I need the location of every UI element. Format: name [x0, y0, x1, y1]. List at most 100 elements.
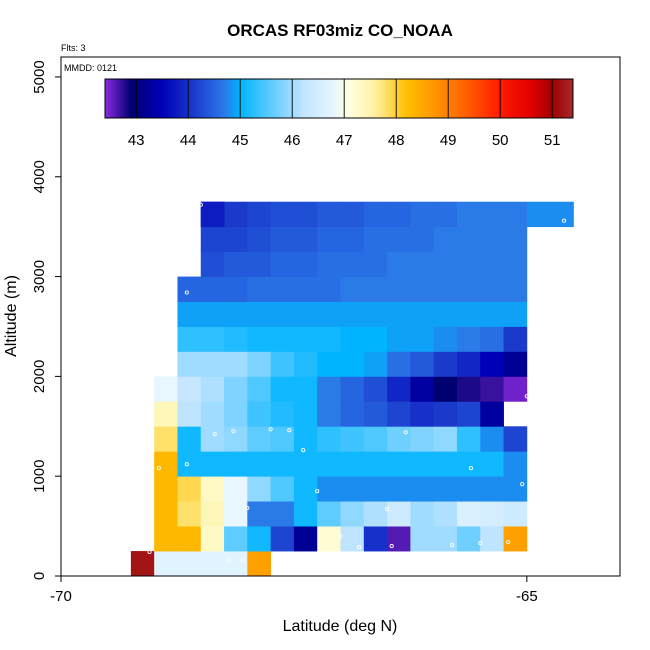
heatmap-cell [200, 501, 225, 527]
heatmap-cell [363, 526, 388, 552]
heatmap-cell [247, 526, 272, 552]
heatmap-cell [363, 426, 388, 452]
heatmap-cell [480, 426, 504, 452]
heatmap-cell [177, 276, 202, 302]
heatmap-cell [224, 226, 248, 253]
colorbar-tick-label: 51 [544, 132, 561, 149]
heatmap-cell [293, 451, 318, 477]
heatmap-cell [433, 426, 458, 452]
heatmap-cell [363, 351, 388, 377]
heatmap-cell [200, 401, 225, 427]
y-tick-label: 0 [31, 572, 48, 580]
heatmap-cell [177, 426, 202, 452]
heatmap-cell [387, 301, 411, 327]
heatmap-cell [177, 476, 202, 502]
heatmap-cell [363, 276, 388, 302]
flights-label: Flts: 3 [61, 43, 86, 53]
sample-point [389, 544, 394, 549]
heatmap-cell [247, 451, 272, 477]
heatmap-cell [154, 476, 178, 502]
heatmap-cell [340, 351, 365, 377]
heatmap-cell [503, 251, 528, 277]
heatmap-cell [200, 301, 225, 327]
heatmap-cell [456, 376, 481, 402]
heatmap-cell [387, 276, 411, 302]
heatmap-cell [526, 201, 551, 228]
heatmap-cell [293, 526, 318, 552]
heatmap-cell [293, 501, 318, 527]
heatmap-cell [340, 301, 365, 327]
heatmap-cell [363, 226, 388, 253]
heatmap-cell [317, 451, 341, 477]
sample-point [147, 549, 152, 555]
heatmap-cell [177, 501, 202, 527]
heatmap-cell [317, 251, 341, 277]
heatmap-cell [480, 226, 504, 253]
heatmap-cell [293, 476, 318, 502]
sample-point [357, 545, 362, 550]
plot-frame [60, 56, 621, 577]
heatmap-cell [317, 426, 341, 452]
heatmap-cell [410, 401, 435, 427]
heatmap-cell [293, 226, 318, 253]
colorbar-tick-label: 49 [440, 132, 457, 149]
colorbar-tick-label: 48 [388, 132, 405, 149]
sample-point [301, 448, 306, 453]
heatmap-cell [270, 301, 295, 327]
heatmap-cell [480, 251, 504, 277]
colorbar-tick-label: 47 [336, 132, 353, 149]
heatmap-cell [317, 201, 341, 228]
heatmap-cell [456, 351, 481, 377]
heatmap-cell [456, 301, 481, 327]
y-axis-label: Altitude (m) [3, 275, 20, 357]
heatmap-cell [224, 351, 248, 377]
heatmap-cell [154, 376, 178, 402]
heatmap-cell [270, 226, 295, 253]
heatmap-cell [387, 201, 411, 228]
heatmap-cell [224, 476, 248, 502]
heatmap-cell [433, 301, 458, 327]
heatmap-cell [270, 351, 295, 377]
heatmap-cell [177, 526, 202, 552]
heatmap-cell [317, 276, 341, 302]
heatmap-cell [433, 276, 458, 302]
heatmap-cell [270, 526, 295, 552]
heatmap-cell [224, 301, 248, 327]
heatmap-cell [224, 451, 248, 477]
heatmap-cell [340, 401, 365, 427]
heatmap-cell [433, 351, 458, 377]
heatmap-cell [410, 451, 435, 477]
heatmap-cell [410, 476, 435, 502]
heatmap-cell [410, 276, 435, 302]
heatmap-cell [456, 276, 481, 302]
heatmap-cell [247, 551, 272, 577]
heatmap-cell [130, 551, 155, 577]
heatmap-cell [503, 326, 528, 352]
heatmap-cell [293, 301, 318, 327]
sample-point [133, 534, 138, 539]
heatmap-cell [317, 326, 341, 352]
colorbar-tick-label: 45 [232, 132, 249, 149]
heatmap-cell [270, 251, 295, 277]
heatmap-cell [480, 376, 504, 402]
heatmap-cell [270, 201, 295, 228]
sample-point [287, 428, 292, 433]
heatmap-cell [200, 476, 225, 502]
heatmap-cell [387, 401, 411, 427]
heatmap-cell [456, 226, 481, 253]
heatmap-cell [224, 551, 248, 577]
heatmap-cell [224, 251, 248, 277]
heatmap-cell [317, 376, 341, 402]
heatmap-cell [340, 376, 365, 402]
heatmap-cell [293, 251, 318, 277]
heatmap-cell [503, 476, 528, 502]
heatmap-cell [340, 326, 365, 352]
sample-point [184, 462, 189, 467]
heatmap-cell [503, 226, 528, 253]
heatmap-cell [433, 451, 458, 477]
heatmap-cell [270, 476, 295, 502]
colorbar-tick-label: 43 [128, 132, 145, 149]
heatmap-cell [433, 401, 458, 427]
heatmap-cell [456, 326, 481, 352]
heatmap-cell [503, 301, 528, 327]
